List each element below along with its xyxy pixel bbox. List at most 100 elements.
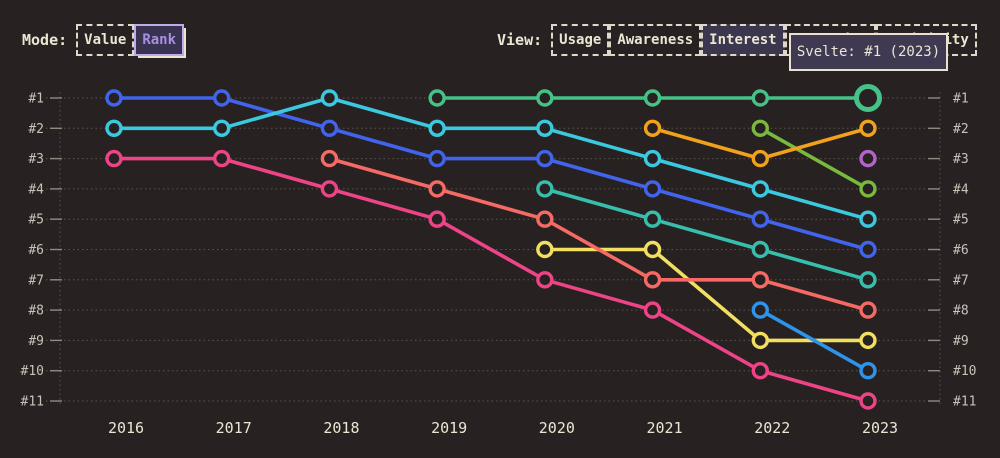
rank-label-right: #7 [953,273,969,288]
point-teal-2020[interactable] [536,180,554,198]
point-cyan-2022[interactable] [751,180,769,198]
point-royal-blue-2021[interactable] [643,180,662,198]
point-teal-2022[interactable] [751,240,769,259]
mode-value-button[interactable]: Value [76,24,135,56]
grid: #1 #1 #2 #2 #3 #3 #4 #4 #5 #5 #6 #6 #7 #7 #8 #8 #9 #9 #10 #… [21,92,977,438]
point-yellow-2022[interactable] [751,331,769,350]
rank-label-right: #10 [953,364,976,379]
year-label: 2021 [647,419,683,437]
mode-label: Mode: [22,31,68,49]
point-royal-blue-2017[interactable] [213,89,231,107]
point-pink-2021[interactable] [643,301,662,319]
point-cyan-2017[interactable] [213,119,231,138]
rank-label-right: #6 [953,243,969,258]
rank-label-left: #5 [28,213,44,228]
point-cyan-2023[interactable] [859,210,877,228]
point-pink-2023[interactable] [859,392,877,410]
point-royal-blue-2019[interactable] [428,149,446,168]
mode-button-group: Value Rank [76,24,185,56]
rank-label-left: #2 [28,122,44,137]
rank-label-left: #1 [28,92,44,107]
point-sky-blue-2022[interactable] [751,301,769,319]
point-salmon-2021[interactable] [643,271,662,289]
point-purple-2023[interactable] [859,149,877,168]
rank-label-right: #8 [953,304,969,319]
point-pink-2019[interactable] [428,210,446,228]
point-cyan-2021[interactable] [643,149,662,168]
point-salmon-2022[interactable] [751,271,769,289]
point-salmon-2019[interactable] [428,180,446,198]
point-royal-blue-2020[interactable] [536,149,554,168]
point-royal-blue-2023[interactable] [859,240,877,259]
series-line-pink [112,156,870,403]
point-sky-blue-2023[interactable] [859,362,877,380]
year-label: 2023 [862,419,898,437]
point-yellow-2021[interactable] [643,240,662,259]
rank-label-left: #3 [28,152,44,167]
series-line-olive-green [758,126,870,191]
series-line-teal [543,187,870,282]
year-label: 2017 [216,419,252,437]
tooltip: Svelte: #1 (2023) [789,33,948,71]
point-teal-2023[interactable] [859,271,877,289]
point-cyan-2019[interactable] [428,119,446,138]
point-olive-green-2023[interactable] [859,180,877,198]
year-label: 2019 [431,419,467,437]
point-pink-2022[interactable] [751,362,769,380]
series-line-royal-blue [112,96,870,252]
point-royal-blue-2016[interactable] [105,89,123,107]
rank-label-left: #7 [28,273,44,288]
rank-label-right: #9 [953,334,969,349]
point-salmon-2018[interactable] [320,149,339,168]
point-royal-blue-2022[interactable] [751,210,769,228]
point-yellow-2023[interactable] [859,331,877,350]
rank-label-left: #6 [28,243,44,258]
view-interest-button[interactable]: Interest [701,24,785,56]
point-cyan-2016[interactable] [105,119,123,138]
point-royal-blue-2018[interactable] [320,119,339,138]
point-salmon-2020[interactable] [536,210,554,228]
rank-label-left: #11 [21,395,44,410]
series-line-salmon [327,156,870,312]
year-label: 2016 [108,419,144,437]
point-pink-2018[interactable] [320,180,339,198]
point-orange-2021[interactable] [643,119,662,138]
rank-label-left: #8 [28,304,44,319]
rank-label-left: #9 [28,334,44,349]
point-cyan-2020[interactable] [536,119,554,138]
point-pink-2017[interactable] [213,149,231,168]
mode-rank-button[interactable]: Rank [134,24,185,56]
view-awareness-button[interactable]: Awareness [609,24,702,56]
point-teal-2021[interactable] [643,210,662,228]
point-svelte-green-2021[interactable] [643,89,662,107]
rank-label-left: #10 [21,364,44,379]
rank-label-right: #1 [953,92,969,107]
rank-label-right: #2 [953,122,969,137]
point-orange-2023[interactable] [859,119,877,138]
point-svelte-green-2022[interactable] [751,89,769,107]
rank-label-right: #11 [953,395,976,410]
point-cyan-2018[interactable] [320,89,339,107]
point-yellow-2020[interactable] [536,240,554,259]
year-label: 2018 [323,419,359,437]
point-svelte-green-2023[interactable] [854,84,882,112]
rank-label-right: #3 [953,152,969,167]
point-pink-2016[interactable] [105,149,123,168]
point-svelte-green-2019[interactable] [428,89,446,107]
mode-control-group: Mode: Value Rank [22,24,185,56]
series-line-sky-blue [758,308,870,373]
rank-label-right: #4 [953,182,969,197]
tooltip-text: Svelte: #1 (2023) [796,44,941,60]
view-usage-button[interactable]: Usage [551,24,610,56]
point-svelte-green-2020[interactable] [536,89,554,107]
rank-label-left: #4 [28,182,44,197]
point-olive-green-2022[interactable] [751,119,769,138]
view-label: View: [497,31,543,49]
year-label: 2020 [539,419,575,437]
point-orange-2022[interactable] [751,149,769,168]
point-pink-2020[interactable] [536,271,554,289]
point-salmon-2023[interactable] [859,301,877,319]
series-line-cyan [112,96,870,221]
